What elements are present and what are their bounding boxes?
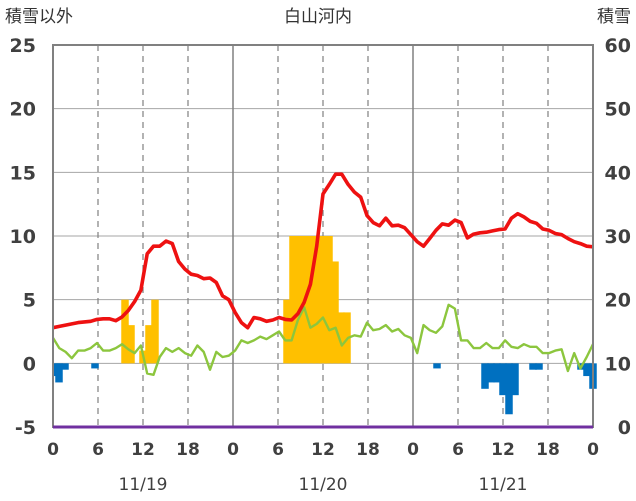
x-tick-label: 0 <box>407 440 419 460</box>
x-tick-label: 18 <box>536 440 560 460</box>
date-label: 11/20 <box>299 475 348 495</box>
x-tick-label: 18 <box>356 440 380 460</box>
bar-positive <box>145 325 153 364</box>
bar-positive <box>151 299 159 364</box>
x-tick-label: 0 <box>227 440 239 460</box>
left-tick-label: 20 <box>10 99 36 121</box>
bar-positive <box>283 299 291 364</box>
chart-title: 白山河内 <box>284 7 352 27</box>
x-tick-label: 12 <box>131 440 155 460</box>
right-tick-label: 0 <box>618 417 631 439</box>
line-series <box>51 172 595 376</box>
bar-negative <box>433 363 441 369</box>
bar-negative <box>535 363 543 370</box>
bar-negative <box>481 363 489 389</box>
x-tick-label: 0 <box>587 440 599 460</box>
series-line-green <box>51 303 595 376</box>
bar-negative <box>91 363 99 369</box>
x-tick-label: 6 <box>92 440 104 460</box>
right-tick-label: 30 <box>605 226 631 248</box>
right-axis-label: 積雪 <box>597 7 631 27</box>
bar-positive <box>313 236 321 364</box>
right-tick-label: 40 <box>605 162 631 184</box>
x-tick-label: 12 <box>491 440 515 460</box>
right-tick-label: 60 <box>605 35 631 57</box>
right-tick-label: 50 <box>605 99 631 121</box>
bar-positive <box>121 299 129 364</box>
bar-positive <box>331 261 339 364</box>
left-tick-label: 5 <box>23 290 36 312</box>
bar-negative <box>61 363 69 370</box>
bar-negative <box>529 363 537 370</box>
left-tick-label: 10 <box>10 226 36 248</box>
bar-positive <box>289 236 297 364</box>
bar-negative <box>493 363 501 383</box>
plot-frame <box>52 44 594 429</box>
bar-negative <box>511 363 519 396</box>
bar-negative <box>499 363 507 396</box>
bar-positive <box>295 236 303 364</box>
left-tick-label: 15 <box>10 162 36 184</box>
bar-positive <box>319 236 327 364</box>
x-tick-label: 6 <box>452 440 464 460</box>
bar-negative <box>583 363 591 377</box>
series-line-snow-depth <box>52 172 594 330</box>
bar-positive <box>307 236 315 364</box>
left-axis-label: 積雪以外 <box>5 7 73 27</box>
left-tick-label: 0 <box>23 353 36 375</box>
date-label: 11/19 <box>119 475 168 495</box>
right-tick-label: 10 <box>605 353 631 375</box>
date-label: 11/21 <box>479 475 528 495</box>
x-tick-label: 6 <box>272 440 284 460</box>
bar-series <box>53 236 597 415</box>
x-tick-label: 12 <box>311 440 335 460</box>
left-tick-label: -5 <box>15 417 36 439</box>
bar-negative <box>55 363 63 383</box>
x-tick-label: 0 <box>47 440 59 460</box>
bar-negative <box>505 363 513 415</box>
right-tick-label: 20 <box>605 290 631 312</box>
bar-positive <box>325 236 333 364</box>
bar-positive <box>337 312 345 364</box>
bar-positive <box>127 325 135 364</box>
x-tick-label: 18 <box>176 440 200 460</box>
bar-negative <box>487 363 495 383</box>
left-tick-label: 25 <box>10 35 36 57</box>
